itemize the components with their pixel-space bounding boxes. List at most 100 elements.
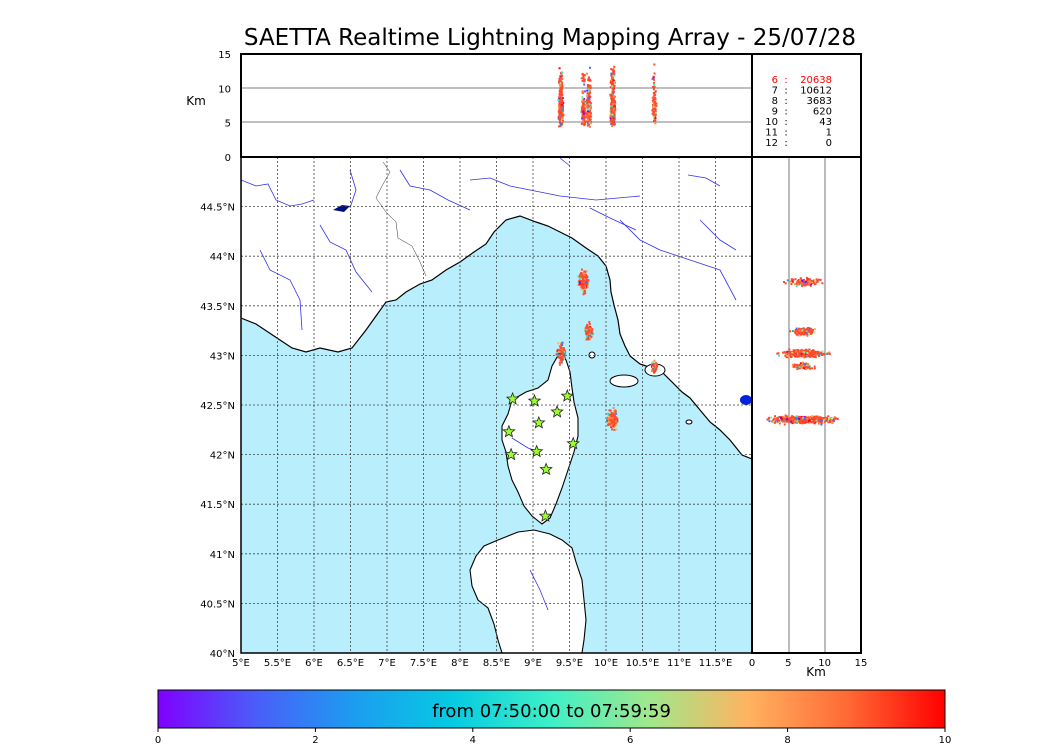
alt-point [654, 108, 657, 111]
lightning-point [655, 368, 658, 371]
side-point [809, 354, 812, 357]
alt-point [653, 101, 656, 104]
lightning-point [582, 278, 585, 281]
side-point [790, 416, 793, 419]
alt-tick: 0 [225, 153, 231, 164]
side-point [803, 279, 806, 282]
side-point [818, 352, 821, 355]
side-point [797, 282, 800, 285]
lon-label: 10°E [594, 658, 618, 669]
side-point [812, 352, 815, 355]
side-point [818, 422, 821, 425]
rivers [241, 157, 737, 611]
alt-point [611, 85, 614, 88]
alt-point [654, 113, 657, 116]
side-point [812, 279, 815, 282]
alt-point [610, 108, 613, 111]
alt-point [654, 90, 657, 93]
lightning-point [608, 409, 611, 412]
station-count-box [751, 53, 862, 158]
side-point [833, 417, 836, 420]
alt-point [582, 102, 585, 105]
side-point [791, 330, 794, 333]
station-separator: : [784, 86, 787, 97]
side-point [802, 421, 805, 424]
alt-point [653, 94, 656, 97]
side-point [788, 416, 791, 419]
side-point [791, 422, 794, 425]
side-point [798, 334, 801, 337]
side-point [778, 415, 781, 418]
alt-point [560, 115, 563, 118]
alt-point [583, 112, 586, 115]
side-point [809, 284, 812, 287]
lightning-point [585, 270, 588, 273]
side-point [796, 281, 799, 284]
alt-point [586, 92, 589, 95]
lightning-point [606, 413, 609, 416]
alt-point [589, 118, 592, 121]
lightning-point [584, 283, 587, 286]
side-point [821, 282, 824, 285]
alt-point [588, 125, 591, 128]
side-point [780, 417, 783, 420]
alt-point [561, 106, 564, 109]
lightning-point [584, 273, 587, 276]
side-point [805, 420, 808, 423]
lat-label: 40.5°N [200, 599, 235, 610]
side-point [800, 349, 803, 352]
station-star [529, 444, 544, 458]
alt-point [653, 83, 656, 86]
alt-point [583, 83, 586, 86]
lightning-point [586, 283, 589, 286]
side-point [801, 353, 804, 356]
alt-point [581, 72, 584, 75]
side-point [808, 278, 811, 281]
side-point [808, 366, 811, 369]
alt-point [655, 102, 658, 105]
side-point [817, 279, 820, 282]
side-point [793, 350, 796, 353]
side-point [796, 350, 799, 353]
lat-label: 42.5°N [200, 401, 235, 412]
side-point [809, 329, 812, 332]
side-point [782, 417, 785, 420]
side-point [805, 276, 808, 279]
side-point [788, 419, 791, 422]
lightning-point [614, 410, 617, 413]
side-point [803, 355, 806, 358]
side-point [792, 420, 795, 423]
side-point [803, 417, 806, 420]
station-markers [502, 388, 580, 522]
side-point [795, 285, 798, 288]
lightning-point [652, 364, 655, 367]
alt-point [613, 112, 616, 115]
lightning-point [583, 278, 586, 281]
side-point [798, 329, 801, 332]
lightning-point [652, 367, 655, 370]
side-point [814, 351, 817, 354]
side-point [801, 361, 804, 364]
side-point [810, 280, 813, 283]
alt-point [583, 116, 586, 119]
side-point [806, 364, 809, 367]
lightning-point [581, 289, 584, 292]
alt-point [582, 119, 585, 122]
side-point [798, 363, 801, 366]
side-point [819, 416, 822, 419]
side-point [812, 416, 815, 419]
alt-point [581, 96, 584, 99]
alt-point [559, 121, 562, 124]
alt-point [583, 78, 586, 81]
side-point [801, 281, 804, 284]
lightning-point [609, 423, 612, 426]
alt-point [581, 105, 584, 108]
side-point [787, 420, 790, 423]
alt-point [612, 88, 615, 91]
side-point [786, 350, 789, 353]
lightning-point [653, 371, 656, 374]
alt-point [613, 84, 616, 87]
lightning-point [583, 289, 586, 292]
lightning-point [583, 270, 586, 273]
lightning-point [556, 354, 559, 357]
